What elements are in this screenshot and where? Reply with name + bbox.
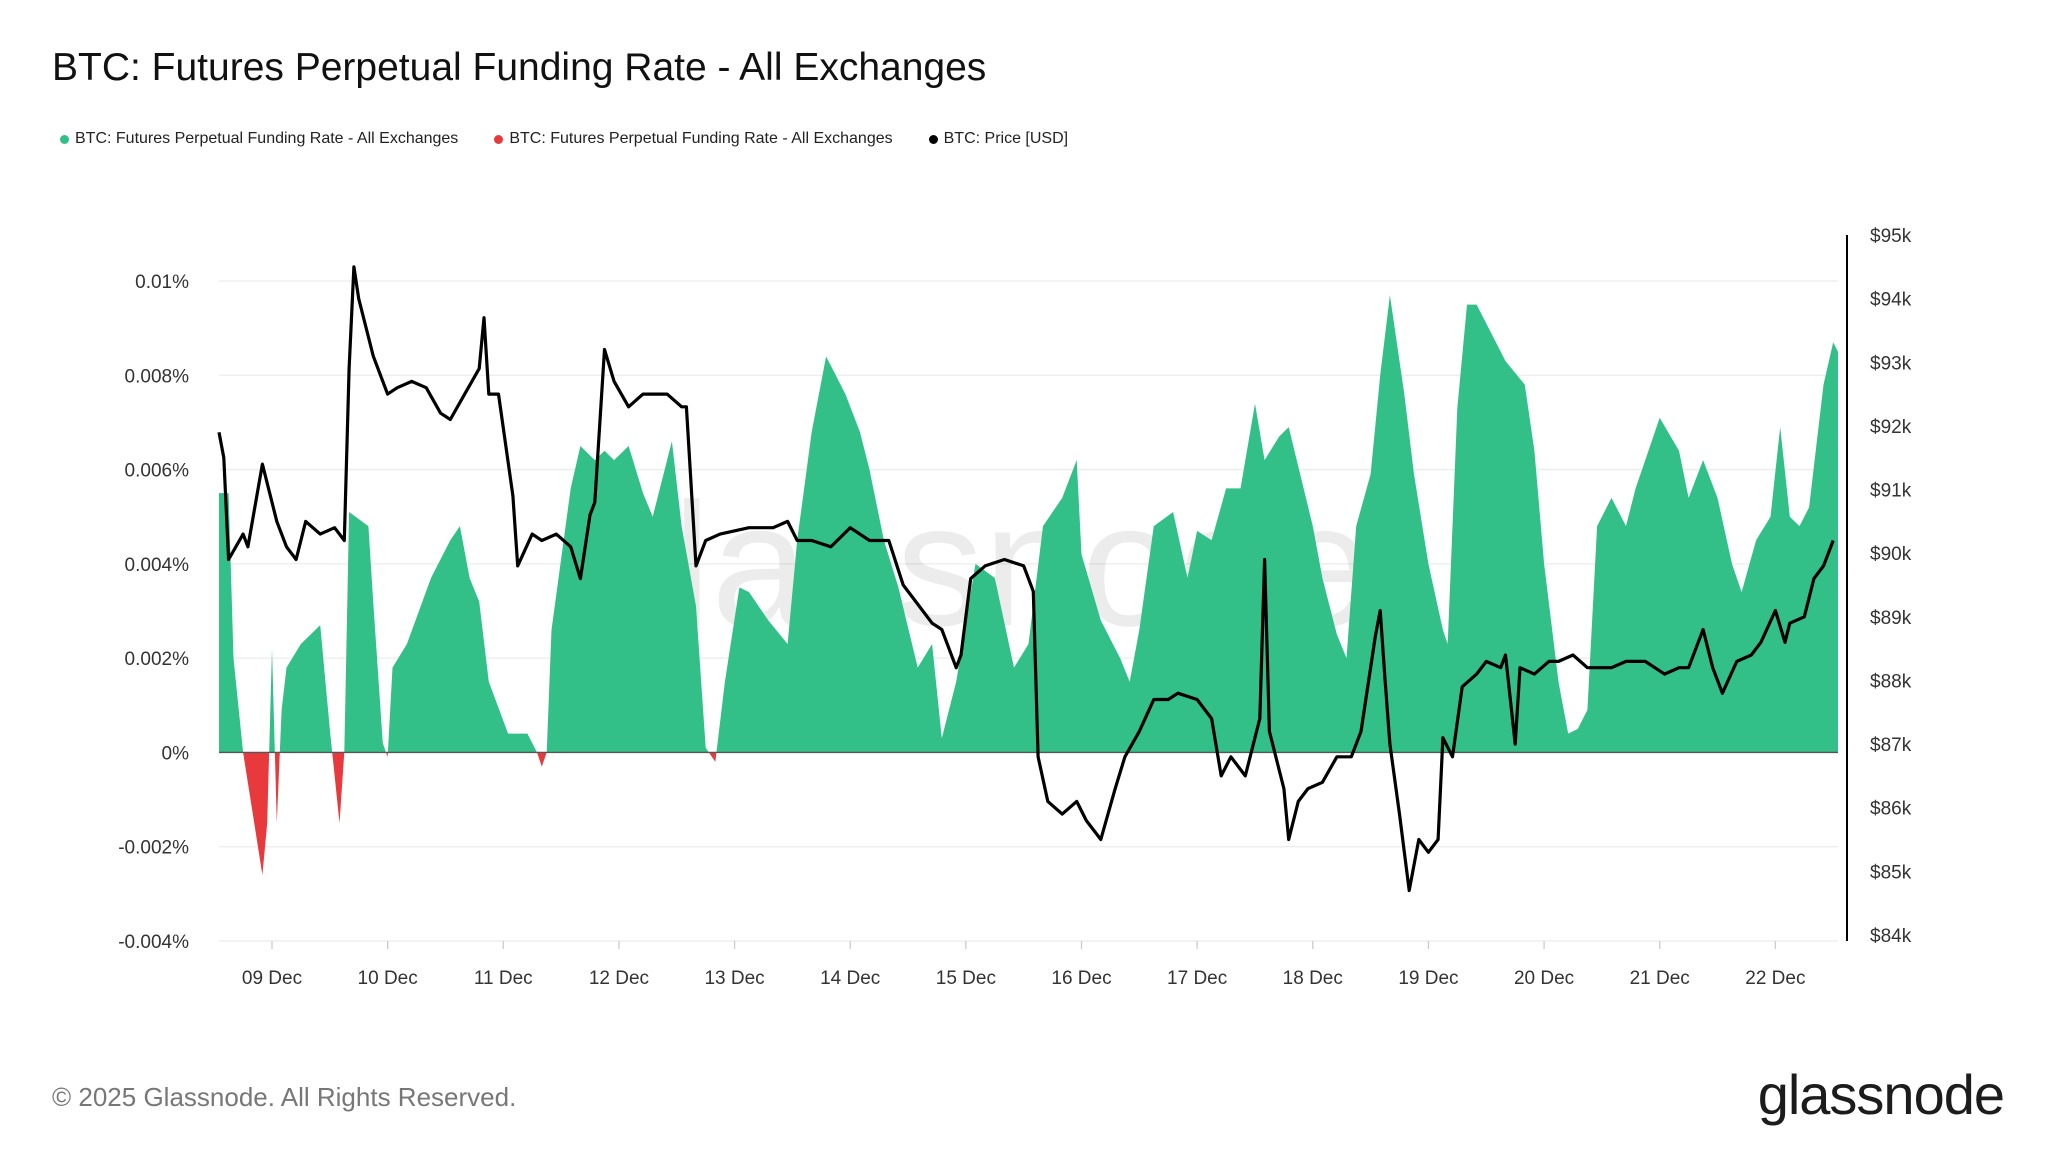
right-tick-label: $88k (1870, 671, 1912, 692)
right-tick-label: $84k (1870, 926, 1912, 947)
legend-item-price[interactable]: BTC: Price [USD] (928, 130, 1069, 148)
x-tick-label: 21 Dec (1630, 968, 1690, 989)
funding-rate-positive-area (219, 295, 1838, 753)
x-tick-label: 17 Dec (1167, 968, 1227, 989)
legend: BTC: Futures Perpetual Funding Rate - Al… (60, 130, 1068, 148)
right-tick-label: $92k (1870, 417, 1912, 438)
x-tick-label: 13 Dec (704, 968, 764, 989)
x-tick-label: 19 Dec (1398, 968, 1458, 989)
chart-title: BTC: Futures Perpetual Funding Rate - Al… (52, 46, 987, 89)
legend-dot-green (60, 134, 69, 144)
left-tick-label: -0.004% (118, 932, 189, 953)
right-tick-label: $90k (1870, 544, 1912, 565)
x-tick-label: 09 Dec (242, 968, 302, 989)
right-tick-label: $93k (1870, 353, 1912, 374)
left-tick-label: 0% (162, 743, 190, 764)
left-tick-label: 0.004% (125, 555, 190, 576)
x-tick-label: 10 Dec (358, 968, 418, 989)
right-tick-label: $87k (1870, 735, 1912, 756)
legend-item-funding-positive[interactable]: BTC: Futures Perpetual Funding Rate - Al… (60, 130, 458, 148)
right-tick-label: $86k (1870, 799, 1912, 820)
left-axis-ticks: 0.01% 0.008% 0.006% 0.004% 0.002% 0% -0.002% -0… (118, 272, 189, 953)
glassnode-logo[interactable]: glassnode (1757, 1063, 2005, 1126)
x-tick-label: 16 Dec (1051, 968, 1111, 989)
x-tick-label: 11 Dec (474, 968, 533, 989)
left-tick-label: 0.01% (135, 272, 189, 293)
x-tick-label: 18 Dec (1283, 968, 1343, 989)
copyright: © 2025 Glassnode. All Rights Reserved. (52, 1082, 517, 1112)
left-tick-label: 0.002% (125, 649, 190, 670)
right-tick-label: $91k (1870, 481, 1912, 502)
legend-dot-red (494, 134, 504, 144)
x-tick-label: 15 Dec (936, 968, 996, 989)
x-tick-label: 20 Dec (1514, 968, 1574, 989)
right-tick-label: $89k (1870, 608, 1912, 629)
left-tick-label: 0.006% (125, 461, 190, 482)
x-tick-label: 12 Dec (589, 968, 649, 989)
legend-label: BTC: Futures Perpetual Funding Rate - Al… (75, 130, 459, 147)
left-tick-label: -0.002% (118, 838, 189, 859)
legend-item-funding-negative[interactable]: BTC: Futures Perpetual Funding Rate - Al… (494, 130, 893, 148)
x-axis-ticks: 09 Dec 10 Dec 11 Dec 12 Dec 13 Dec 14 Dec 15 D… (242, 941, 1805, 989)
legend-label: BTC: Futures Perpetual Funding Rate - Al… (509, 130, 893, 147)
right-tick-label: $85k (1870, 862, 1912, 883)
left-tick-label: 0.008% (125, 366, 190, 387)
legend-dot-black (928, 134, 938, 144)
legend-label: BTC: Price [USD] (943, 130, 1069, 147)
right-tick-label: $95k (1870, 226, 1912, 247)
x-tick-label: 14 Dec (820, 968, 880, 989)
price-line (217, 265, 1835, 893)
x-tick-label: 22 Dec (1745, 968, 1805, 989)
right-tick-label: $94k (1870, 290, 1912, 311)
right-axis-ticks: $95k $94k $93k $92k $91k $90k $89k $88k $87k $86k… (1870, 226, 1912, 947)
